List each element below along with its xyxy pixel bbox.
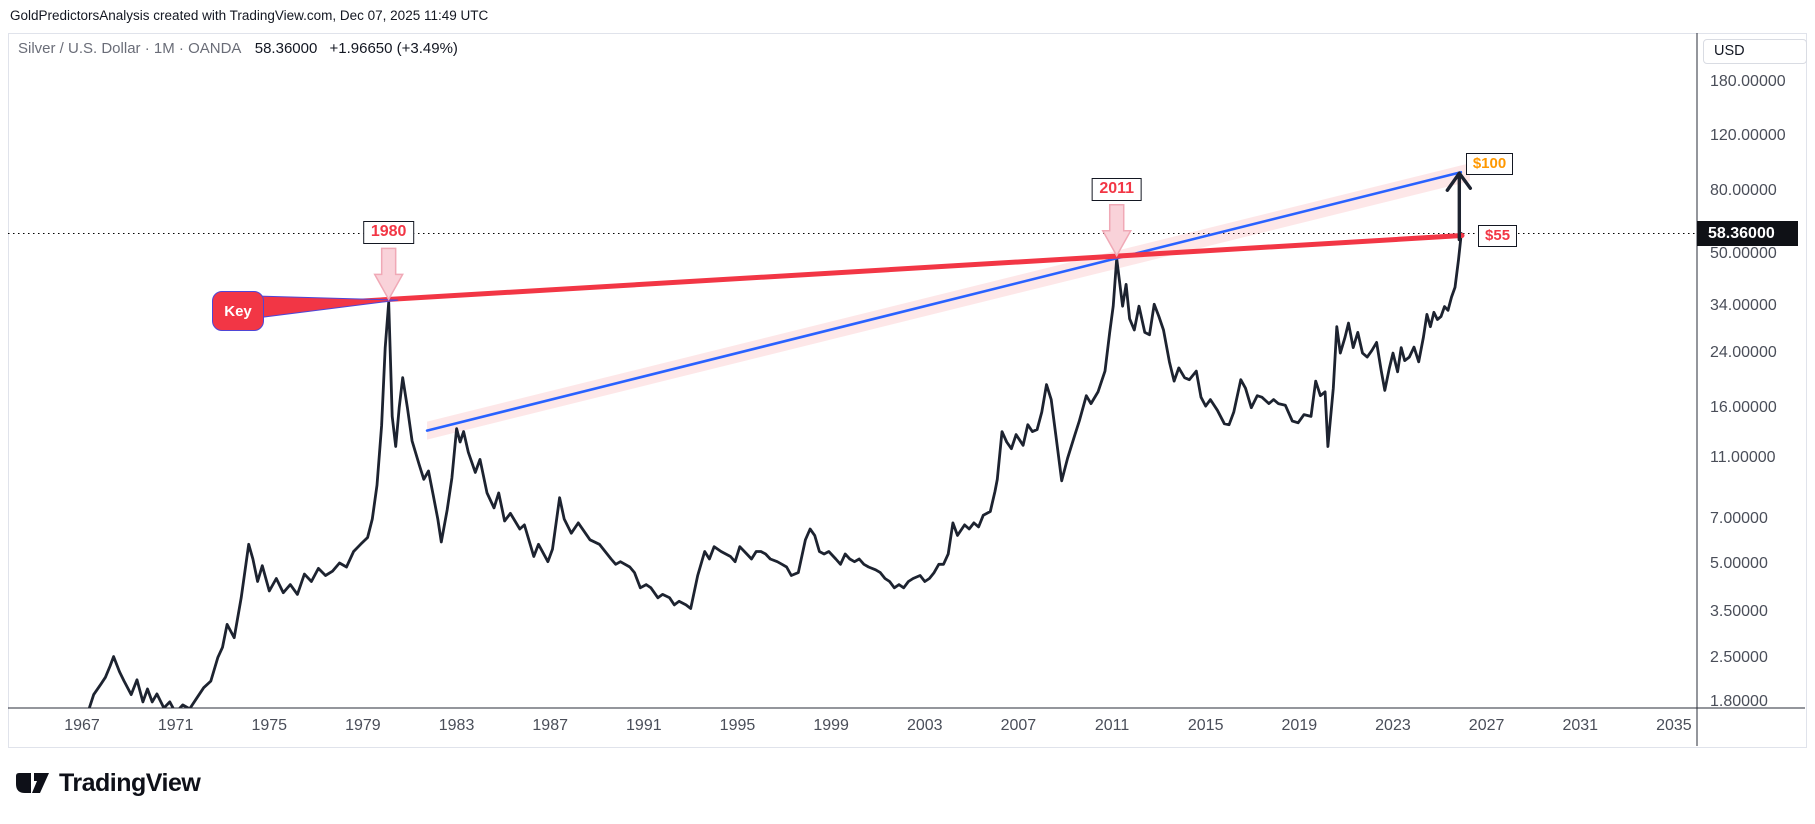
price-tick-label: 34.00000 [1710, 297, 1777, 315]
year-tick-label: 1999 [813, 717, 849, 734]
year-tick-label: 1967 [64, 717, 100, 734]
price-line-series[interactable] [87, 232, 1463, 717]
year-tick-label: 1991 [626, 717, 662, 734]
year-tick-label: 2011 [1094, 717, 1130, 734]
legend-change: +1.96650 (+3.49%) [329, 40, 458, 57]
key-callout[interactable]: Key [212, 291, 264, 331]
price-tick-label: 5.00000 [1710, 555, 1768, 573]
projection-arrow-icon[interactable] [1445, 171, 1473, 242]
price-tick-label: 11.00000 [1710, 449, 1776, 467]
year-tick-label: 2023 [1375, 717, 1411, 734]
target-55-label[interactable]: $55 [1478, 224, 1518, 247]
marker-arrow-1980[interactable] [373, 247, 404, 301]
year-tick-label: 1983 [438, 717, 475, 734]
chart-widget [8, 33, 1807, 748]
price-tick-label: 7.00000 [1710, 510, 1768, 528]
year-tick-label: 1987 [532, 717, 568, 734]
tradingview-logo-icon [16, 773, 49, 793]
price-tick-label: 16.00000 [1710, 398, 1777, 416]
year-tick-label: 2035 [1656, 717, 1692, 734]
key-callout-tail [255, 295, 399, 319]
price-tick-label: 24.00000 [1710, 344, 1777, 362]
price-tick-label: 2.50000 [1710, 648, 1768, 666]
year-tick-label: 2015 [1187, 717, 1224, 734]
year-tick-label: 2031 [1562, 717, 1599, 734]
tradingview-logo-text: TradingView [59, 768, 201, 797]
callout-2011-label[interactable]: 2011 [1091, 177, 1143, 201]
callout-1980-label[interactable]: 1980 [362, 221, 415, 245]
year-tick-label: 2019 [1281, 717, 1318, 734]
legend-last-price: 58.36000 [254, 40, 318, 57]
red-trend-line[interactable] [265, 233, 1465, 310]
tradingview-logo[interactable]: TradingView [14, 768, 201, 798]
price-tick-label: 180.00000 [1710, 72, 1786, 90]
price-tick-label: 50.00000 [1710, 245, 1777, 263]
blue-trend-line[interactable] [425, 170, 1463, 432]
target-100-label[interactable]: $100 [1465, 153, 1514, 176]
year-tick-label: 1979 [345, 717, 381, 734]
price-tick-label: 3.50000 [1710, 603, 1768, 621]
legend-separator2: · [178, 40, 184, 57]
interval-label[interactable]: 1M [153, 40, 175, 57]
current-price-badge: 58.36000 [1697, 221, 1798, 246]
legend-separator: · [144, 40, 150, 57]
currency-unit-box: USD [1703, 39, 1807, 64]
attribution-text: GoldPredictorsAnalysis created with Trad… [10, 8, 489, 23]
price-tick-label: 120.00000 [1710, 127, 1786, 145]
year-tick-label: 1995 [719, 717, 756, 734]
price-tick-label: 80.00000 [1710, 182, 1777, 200]
symbol-title[interactable]: Silver / U.S. Dollar [18, 40, 141, 57]
year-tick-label: 1971 [157, 717, 194, 734]
year-tick-label: 2003 [906, 717, 943, 734]
symbol-legend: Silver / U.S. Dollar · 1M · OANDA 58.360… [18, 40, 458, 57]
price-tick-label: 1.80000 [1710, 692, 1768, 710]
exchange-label: OANDA [188, 40, 241, 57]
marker-arrow-2011[interactable] [1101, 203, 1133, 258]
year-tick-label: 2007 [1000, 717, 1037, 734]
year-tick-label: 2027 [1468, 717, 1505, 734]
year-tick-label: 1975 [251, 717, 288, 734]
